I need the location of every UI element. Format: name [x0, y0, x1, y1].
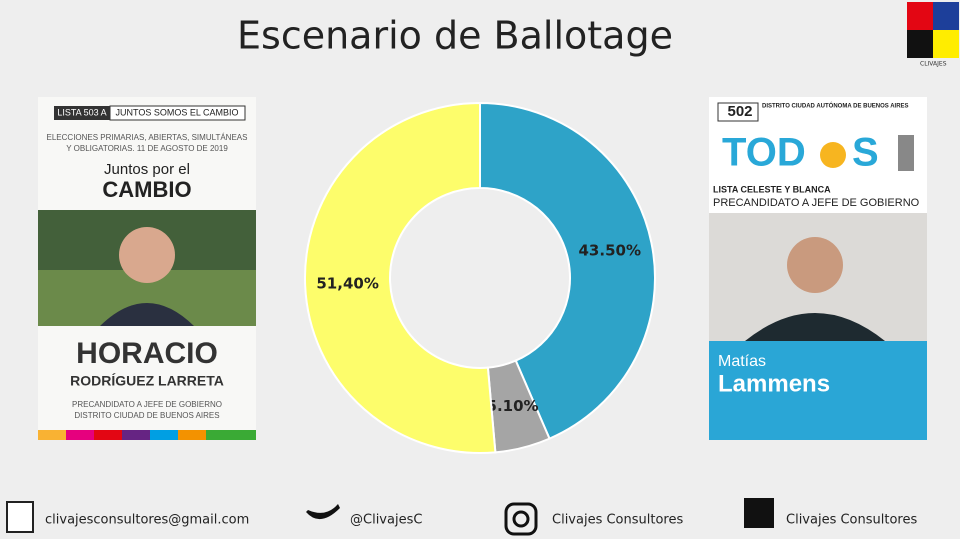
footer: clivajesconsultores@gmail.com @ClivajesC…: [6, 498, 917, 536]
list: LISTA CELESTE Y BLANCA: [713, 184, 831, 194]
donut-slice: [479, 101, 656, 440]
name: RODRÍGUEZ LARRETA: [70, 373, 224, 389]
data-label: 43.50%: [579, 242, 641, 260]
list-number: 502: [727, 103, 752, 120]
election: ELECCIONES PRIMARIAS, ABIERTAS, SIMULTÁN…: [47, 133, 248, 142]
right-ballot: 502 DISTRITO CIUDAD AUTÓNOMA DE BUENOS A…: [709, 97, 927, 440]
name: Matías: [718, 353, 766, 370]
name: HORACIO: [76, 337, 218, 370]
district: DISTRITO CIUDAD AUTÓNOMA DE BUENOS AIRES: [762, 102, 909, 110]
party: CAMBIO: [102, 177, 191, 202]
facebook-icon: [744, 498, 774, 528]
donut-chart: 43.50% 5.10% 51,40%: [304, 101, 656, 454]
party: TOD: [722, 131, 806, 175]
election: Y OBLIGATORIAS. 11 DE AGOSTO DE 2019: [66, 144, 228, 153]
data-label: 5.10%: [487, 397, 539, 415]
party: S: [852, 131, 879, 175]
name: Lammens: [718, 370, 830, 397]
district: DISTRITO CIUDAD DE BUENOS AIRES: [74, 411, 219, 420]
data-label: 51,40%: [316, 274, 378, 292]
list: LISTA 503 A: [57, 107, 106, 117]
role: PRECANDIDATO A JEFE DE GOBIERNO: [72, 400, 222, 409]
party: Juntos por el: [104, 161, 190, 178]
twitter: @ClivajesC: [350, 513, 422, 528]
logo-text: CLIVAJES: [920, 61, 947, 68]
instagram: Clivajes Consultores: [552, 513, 683, 528]
sun-icon: [820, 142, 846, 168]
role: PRECANDIDATO A JEFE DE GOBIERNO: [713, 197, 920, 209]
donut-slice: [304, 101, 497, 454]
twitter-icon: [306, 504, 340, 520]
email: clivajesconsultores@gmail.com: [45, 513, 249, 528]
left-ballot: LISTA 503 A JUNTOS SOMOS EL CAMBIO ELECC…: [38, 97, 256, 440]
logo: CLIVAJES: [907, 2, 959, 68]
facebook: Clivajes Consultores: [786, 513, 917, 528]
alliance: JUNTOS SOMOS EL CAMBIO: [115, 107, 238, 117]
email-icon: [6, 501, 34, 533]
chart-title: Escenario de Ballotage: [237, 14, 673, 58]
instagram-icon: [504, 502, 538, 536]
